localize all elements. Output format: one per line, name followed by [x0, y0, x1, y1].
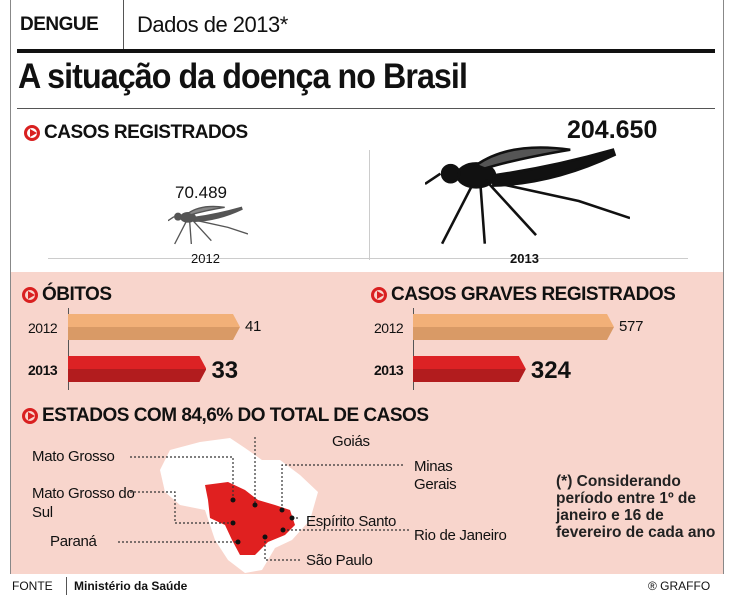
page-title: A situação da doença no Brasil: [18, 57, 468, 96]
bar-graves-2013: [413, 356, 526, 382]
data-label: 41: [245, 318, 262, 335]
section-obitos: ÓBITOS: [22, 284, 112, 306]
value-2013: 204.650: [567, 116, 658, 144]
state-label: Paraná: [50, 533, 97, 550]
title-rule: [17, 108, 715, 109]
play-bullet-icon: [22, 408, 38, 424]
data-label: 324: [530, 357, 571, 384]
state-label: Rio de Janeiro: [414, 527, 507, 544]
state-label: Mato Grosso: [32, 448, 115, 465]
footer-divider: [66, 577, 67, 595]
state-label: Espírito Santo: [306, 513, 397, 530]
year-label-2012: 2012: [191, 251, 220, 266]
tick-label: 2013: [28, 362, 58, 378]
header-subtitle: Dados de 2013*: [137, 12, 288, 37]
mosquito-icon-2012: [168, 205, 248, 245]
data-label: 33: [211, 357, 239, 384]
header-divider: [123, 0, 124, 50]
section-estados: ESTADOS COM 84,6% DO TOTAL DE CASOS: [22, 405, 429, 427]
section-casos-registrados: CASOS REGISTRADOS: [24, 122, 248, 144]
source-label: FONTE: [12, 579, 53, 593]
axis-line: [68, 308, 69, 390]
data-label: 577: [619, 318, 644, 335]
baseline: [48, 258, 688, 259]
bar-obitos-2012: [68, 314, 240, 340]
tick-label: 2013: [374, 362, 404, 378]
tick-label: 2012: [374, 320, 404, 336]
bar-obitos-2013: [68, 356, 206, 382]
section-title: CASOS GRAVES REGISTRADOS: [391, 284, 676, 305]
mosquito-icon-2013: [425, 146, 630, 245]
tick-label: 2012: [28, 320, 58, 336]
state-label: Mato Grosso do Sul: [32, 485, 135, 521]
bar-graves-2012: [413, 314, 614, 340]
play-bullet-icon: [24, 125, 40, 141]
section-title: ÓBITOS: [42, 284, 112, 305]
state-label: São Paulo: [306, 552, 373, 569]
footnote: (*) Considerando período entre 1º de jan…: [556, 473, 716, 541]
highlighted-states: [205, 482, 295, 555]
axis-line: [413, 308, 414, 390]
state-label: Minas Gerais: [414, 458, 457, 493]
year-label-2013: 2013: [510, 251, 539, 266]
value-2012: 70.489: [175, 183, 227, 202]
header-rule: [17, 49, 715, 53]
topic-tag: DENGUE: [20, 14, 99, 35]
divider: [369, 150, 370, 260]
source-name: Ministério da Saúde: [74, 579, 188, 593]
brazil-map: [118, 437, 410, 573]
credit: ® GRAFFO: [648, 579, 711, 593]
play-bullet-icon: [371, 287, 387, 303]
section-casos-graves: CASOS GRAVES REGISTRADOS: [371, 284, 676, 306]
state-label: Goiás: [332, 433, 370, 450]
play-bullet-icon: [22, 287, 38, 303]
section-title: ESTADOS COM 84,6% DO TOTAL DE CASOS: [42, 405, 429, 426]
section-title: CASOS REGISTRADOS: [44, 122, 248, 143]
